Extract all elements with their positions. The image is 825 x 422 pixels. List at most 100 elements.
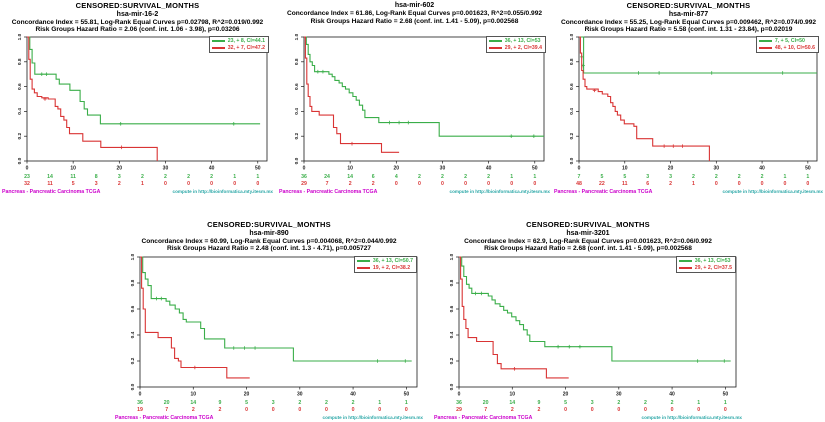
svg-text:22: 22 xyxy=(599,181,605,187)
plot-stats-hazard: Risk Groups Hazard Ratio = 2.06 (conf. i… xyxy=(35,26,240,34)
svg-text:0: 0 xyxy=(697,407,700,413)
svg-text:0: 0 xyxy=(564,407,567,413)
svg-text:0.0: 0.0 xyxy=(294,157,300,164)
svg-text:0: 0 xyxy=(405,407,408,413)
svg-text:0.0: 0.0 xyxy=(449,383,455,390)
svg-text:0: 0 xyxy=(510,181,513,187)
svg-text:0: 0 xyxy=(210,181,213,187)
legend-row-low-risk: 36, + 13, CI=53 xyxy=(488,38,542,45)
source-link[interactable]: compute in http://bioinformatica.mty.ite… xyxy=(449,189,550,194)
plot-stats-concordance: Concordance Index = 55.81, Log-Rank Equa… xyxy=(11,18,264,26)
svg-text:2: 2 xyxy=(141,174,144,180)
plot-footer: Pancreas - Pancreatic Carcinoma TCGA com… xyxy=(0,189,275,195)
svg-text:30: 30 xyxy=(440,166,446,172)
source-link[interactable]: compute in http://bioinformatica.mty.ite… xyxy=(322,415,423,420)
svg-text:1: 1 xyxy=(784,174,787,180)
plot-subtitle: hsa-mir-3201 xyxy=(566,229,610,237)
plot-stats-concordance: Concordance Index = 55.25, Log-Rank Equa… xyxy=(560,18,817,26)
svg-text:0: 0 xyxy=(591,407,594,413)
svg-text:2: 2 xyxy=(325,400,328,406)
legend-row-high-risk: 32, + 7, CI=47.2 xyxy=(211,45,265,52)
plot-subtitle: hsa-mir-602 xyxy=(394,2,435,9)
svg-text:8: 8 xyxy=(95,174,98,180)
source-link[interactable]: compute in http://bioinformatica.mty.ite… xyxy=(722,189,823,194)
svg-text:5: 5 xyxy=(600,174,603,180)
svg-text:50: 50 xyxy=(255,166,261,172)
plot-title: CENSORED:SURVIVAL_MONTHS xyxy=(626,1,751,10)
svg-text:40: 40 xyxy=(209,166,215,172)
svg-text:0: 0 xyxy=(671,407,674,413)
legend-label-low-risk: 36, + 13, CI=50.7 xyxy=(372,258,413,264)
source-link[interactable]: compute in http://bioinformatica.mty.ite… xyxy=(641,415,742,420)
plot-footer: Pancreas - Pancreatic Carcinoma TCGA com… xyxy=(432,415,744,421)
legend-label-low-risk: 7, + 5, CI=50 xyxy=(774,38,805,44)
svg-text:0: 0 xyxy=(738,181,741,187)
svg-text:40: 40 xyxy=(350,392,356,398)
plot-area: 0.0 0.2 0.4 0.6 0.8 1.0 0 10 20 30 40 50 7 48 5 22 5 11 3 6… xyxy=(552,34,825,188)
svg-text:2: 2 xyxy=(418,174,421,180)
high-risk-line-swatch xyxy=(758,46,772,49)
svg-text:14: 14 xyxy=(190,400,196,406)
svg-text:1.0: 1.0 xyxy=(449,254,455,260)
svg-text:0: 0 xyxy=(578,166,581,172)
svg-text:30: 30 xyxy=(163,166,169,172)
svg-text:0.6: 0.6 xyxy=(569,83,575,90)
svg-text:2: 2 xyxy=(644,400,647,406)
svg-text:2: 2 xyxy=(441,174,444,180)
svg-text:2: 2 xyxy=(511,407,514,413)
svg-text:0: 0 xyxy=(272,407,275,413)
plot-header: CENSORED:SURVIVAL_MONTHS hsa-mir-16-2 Co… xyxy=(0,0,275,34)
legend-label-low-risk: 36, + 13, CI=53 xyxy=(504,38,541,44)
plot-title: CENSORED:SURVIVAL_MONTHS xyxy=(207,220,331,229)
svg-text:30: 30 xyxy=(297,392,303,398)
svg-text:2: 2 xyxy=(118,181,121,187)
svg-text:20: 20 xyxy=(563,392,569,398)
svg-text:36: 36 xyxy=(456,400,462,406)
svg-text:2: 2 xyxy=(669,181,672,187)
svg-text:0: 0 xyxy=(187,181,190,187)
svg-text:1: 1 xyxy=(256,174,259,180)
plot-stats-hazard: Risk Groups Hazard Ratio = 2.68 (conf. i… xyxy=(484,245,692,253)
plot-stats-concordance: Concordance Index = 60.99, Log-Rank Equa… xyxy=(141,237,397,245)
svg-text:50: 50 xyxy=(404,392,410,398)
svg-text:11: 11 xyxy=(622,181,628,187)
svg-text:1: 1 xyxy=(724,400,727,406)
svg-text:0.6: 0.6 xyxy=(449,305,455,312)
svg-text:0.4: 0.4 xyxy=(569,108,575,115)
svg-text:1: 1 xyxy=(405,400,408,406)
svg-text:14: 14 xyxy=(347,174,353,180)
svg-text:1: 1 xyxy=(378,400,381,406)
plot-area: 0.0 0.2 0.4 0.6 0.8 1.0 0 10 20 30 40 50 23 32 14 11 11 5… xyxy=(0,34,275,188)
svg-text:0: 0 xyxy=(298,407,301,413)
svg-text:36: 36 xyxy=(137,400,143,406)
svg-text:50: 50 xyxy=(805,166,811,172)
dataset-label: Pancreas - Pancreatic Carcinoma TCGA xyxy=(115,415,214,421)
dataset-label: Pancreas - Pancreatic Carcinoma TCGA xyxy=(554,189,653,195)
svg-text:7: 7 xyxy=(326,181,329,187)
svg-text:0: 0 xyxy=(256,181,259,187)
svg-text:5: 5 xyxy=(564,400,567,406)
svg-text:7: 7 xyxy=(578,174,581,180)
dataset-label: Pancreas - Pancreatic Carcinoma TCGA xyxy=(434,415,533,421)
legend-label-high-risk: 19, + 2, CI=38.2 xyxy=(372,264,411,271)
svg-text:29: 29 xyxy=(301,181,307,187)
low-risk-line-swatch xyxy=(356,260,370,263)
svg-text:10: 10 xyxy=(509,392,515,398)
svg-text:0: 0 xyxy=(352,407,355,413)
legend-row-high-risk: 29, + 2, CI=37.5 xyxy=(678,265,732,272)
source-link[interactable]: compute in http://bioinformatica.mty.ite… xyxy=(172,189,273,194)
svg-text:2: 2 xyxy=(738,174,741,180)
svg-text:2: 2 xyxy=(671,400,674,406)
svg-text:30: 30 xyxy=(714,166,720,172)
legend-row-low-risk: 36, + 13, CI=53 xyxy=(678,258,732,265)
svg-text:40: 40 xyxy=(669,392,675,398)
km-plot-hsa-mir-16-2: CENSORED:SURVIVAL_MONTHS hsa-mir-16-2 Co… xyxy=(0,0,275,212)
svg-text:2: 2 xyxy=(298,400,301,406)
svg-text:0: 0 xyxy=(395,181,398,187)
svg-text:0: 0 xyxy=(378,407,381,413)
high-risk-line-swatch xyxy=(356,266,370,269)
dataset-label: Pancreas - Pancreatic Carcinoma TCGA xyxy=(2,189,101,195)
svg-text:0: 0 xyxy=(418,181,421,187)
legend-row-low-risk: 23, + 8, CI=44.1 xyxy=(211,38,265,45)
